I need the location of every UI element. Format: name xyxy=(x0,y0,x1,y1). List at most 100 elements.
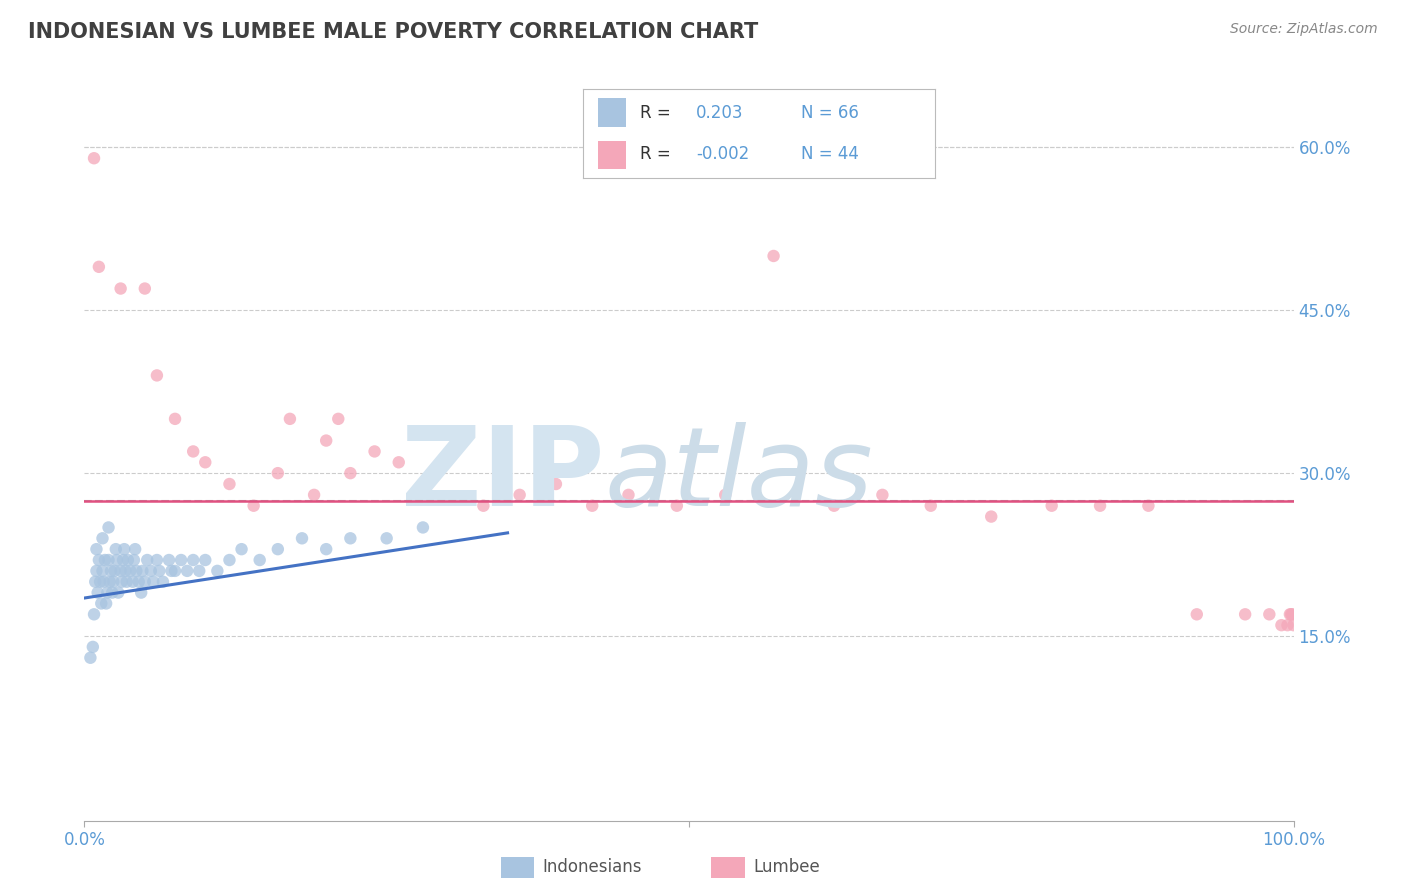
Point xyxy=(120,564,142,578)
Point xyxy=(110,564,132,578)
Point xyxy=(1282,618,1305,632)
Point xyxy=(762,249,785,263)
Point xyxy=(86,542,108,557)
Point xyxy=(157,553,180,567)
Text: R =: R = xyxy=(640,145,676,163)
Point xyxy=(134,574,156,589)
Text: R =: R = xyxy=(640,104,676,122)
Point xyxy=(134,281,156,295)
Point xyxy=(1277,618,1299,632)
Point xyxy=(278,412,301,426)
Point xyxy=(1258,607,1281,622)
Point xyxy=(165,412,187,426)
Point xyxy=(581,499,603,513)
Point xyxy=(122,553,145,567)
Point xyxy=(117,553,139,567)
Point xyxy=(412,520,434,534)
Point xyxy=(105,553,128,567)
Point xyxy=(112,553,135,567)
Text: atlas: atlas xyxy=(605,423,873,530)
Point xyxy=(920,499,942,513)
Point xyxy=(100,564,122,578)
Point xyxy=(97,553,120,567)
Point xyxy=(872,488,894,502)
Text: N = 44: N = 44 xyxy=(801,145,859,163)
Point xyxy=(218,477,240,491)
Point xyxy=(665,499,688,513)
Point xyxy=(97,520,120,534)
Point xyxy=(121,574,143,589)
Point xyxy=(165,564,187,578)
Point xyxy=(86,585,108,599)
Point xyxy=(1040,499,1063,513)
Point xyxy=(423,466,446,480)
Point xyxy=(176,564,198,578)
Point xyxy=(249,553,271,567)
Point xyxy=(131,564,153,578)
Bar xyxy=(598,98,626,127)
Point xyxy=(1279,607,1302,622)
Bar xyxy=(711,856,745,879)
Point xyxy=(86,564,108,578)
Point xyxy=(87,553,110,567)
Point xyxy=(267,466,290,480)
Point xyxy=(194,553,217,567)
Point xyxy=(142,574,165,589)
Text: INDONESIAN VS LUMBEE MALE POVERTY CORRELATION CHART: INDONESIAN VS LUMBEE MALE POVERTY CORREL… xyxy=(28,22,758,42)
Point xyxy=(242,499,264,513)
Point xyxy=(90,597,112,611)
Point xyxy=(1270,618,1292,632)
Point xyxy=(375,531,398,545)
Point xyxy=(188,564,211,578)
Point xyxy=(112,542,135,557)
Text: Source: ZipAtlas.com: Source: ZipAtlas.com xyxy=(1230,22,1378,37)
Point xyxy=(146,368,169,383)
Point xyxy=(93,574,115,589)
Point xyxy=(82,640,104,654)
Point xyxy=(267,542,290,557)
Text: 0.203: 0.203 xyxy=(696,104,744,122)
Point xyxy=(617,488,640,502)
Text: N = 66: N = 66 xyxy=(801,104,859,122)
Point xyxy=(509,488,531,502)
Point xyxy=(103,574,125,589)
Point xyxy=(91,564,114,578)
Text: ZIP: ZIP xyxy=(401,423,605,530)
Point xyxy=(136,553,159,567)
Point xyxy=(91,531,114,545)
Point xyxy=(339,531,361,545)
Point xyxy=(125,564,148,578)
Point xyxy=(83,151,105,165)
Point xyxy=(148,564,170,578)
Point xyxy=(98,574,121,589)
Point xyxy=(124,542,146,557)
Point xyxy=(139,564,162,578)
Point xyxy=(114,564,136,578)
Point xyxy=(110,281,132,295)
Point xyxy=(1137,499,1160,513)
Point xyxy=(544,477,567,491)
Point xyxy=(1185,607,1208,622)
Point xyxy=(194,455,217,469)
Point xyxy=(291,531,314,545)
Point xyxy=(181,444,204,458)
Point xyxy=(94,553,117,567)
Text: -0.002: -0.002 xyxy=(696,145,749,163)
Point xyxy=(207,564,229,578)
Point xyxy=(231,542,253,557)
Point xyxy=(1281,607,1303,622)
Point xyxy=(315,434,337,448)
Point xyxy=(128,574,150,589)
Text: Indonesians: Indonesians xyxy=(543,858,643,877)
Point xyxy=(1088,499,1111,513)
Point xyxy=(129,585,152,599)
Point xyxy=(1278,607,1301,622)
Text: Lumbee: Lumbee xyxy=(754,858,820,877)
Point xyxy=(823,499,845,513)
Point xyxy=(363,444,385,458)
Point xyxy=(388,455,411,469)
Point xyxy=(96,585,118,599)
Point xyxy=(146,553,169,567)
Point xyxy=(170,553,193,567)
Point xyxy=(94,597,117,611)
